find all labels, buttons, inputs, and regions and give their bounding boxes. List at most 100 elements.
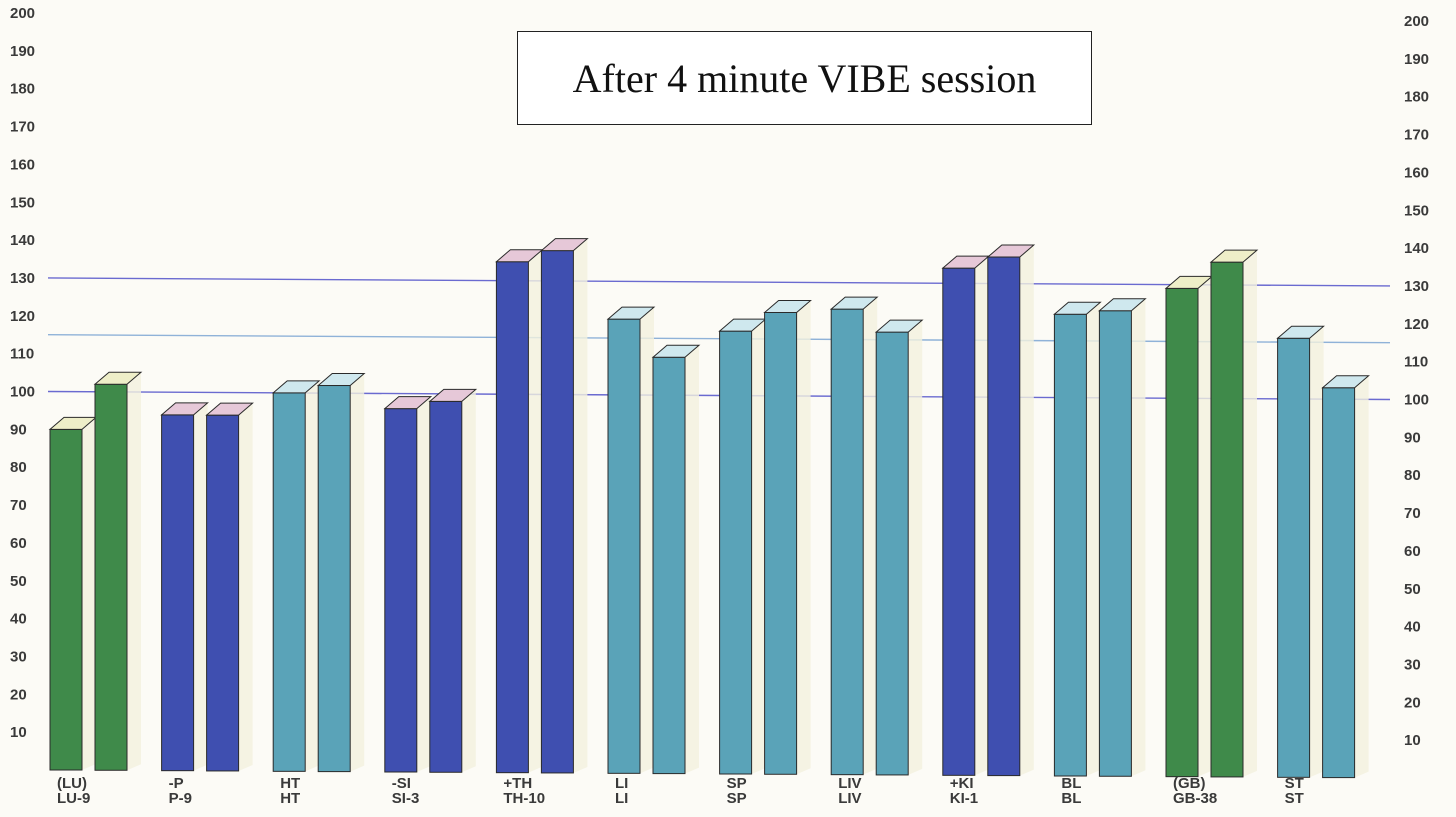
bar-side: [461, 389, 476, 773]
y-tick-label-right: 180: [1404, 89, 1429, 106]
bar: [719, 330, 753, 775]
bar: [1322, 387, 1356, 779]
y-tick-label-left: 40: [10, 611, 27, 628]
bar-top: [1098, 298, 1147, 312]
category-label: HT: [280, 775, 300, 792]
bar-top: [763, 300, 812, 314]
bar: [942, 267, 976, 776]
bar-top: [316, 373, 366, 387]
y-tick-label-right: 40: [1404, 619, 1421, 636]
bar: [94, 383, 128, 771]
bar-side: [528, 249, 543, 773]
bar-side: [751, 319, 766, 775]
y-tick-label-right: 90: [1404, 429, 1421, 446]
y-tick-label-left: 150: [10, 194, 35, 211]
bar-top: [1321, 375, 1370, 389]
category-label: LIV: [838, 790, 861, 807]
category-label: SP: [727, 775, 747, 792]
bar: [272, 392, 306, 772]
bar: [1098, 310, 1132, 777]
bar: [1277, 337, 1311, 778]
bar-side: [685, 345, 699, 774]
bar-side: [193, 402, 208, 771]
bar: [1210, 261, 1244, 778]
category-label: P-9: [169, 790, 192, 807]
y-tick-label-right: 80: [1404, 467, 1421, 484]
y-tick-label-right: 10: [1404, 732, 1421, 749]
category-label: SP: [727, 790, 747, 807]
y-tick-label-left: 80: [10, 459, 27, 476]
y-tick-label-left: 170: [10, 119, 35, 136]
y-tick-label-left: 160: [10, 156, 35, 173]
y-tick-label-left: 10: [10, 724, 27, 741]
bar-side: [1019, 245, 1034, 776]
bar-top: [1209, 249, 1259, 263]
bar: [49, 428, 83, 771]
bar-top: [540, 238, 589, 252]
bar: [875, 331, 909, 776]
bar: [1165, 287, 1199, 778]
bar-side: [1131, 298, 1146, 777]
y-tick-label-left: 60: [10, 535, 27, 552]
y-tick-label-right: 200: [1404, 13, 1429, 30]
y-tick-label-right: 20: [1404, 694, 1421, 711]
category-label: +KI: [950, 775, 974, 792]
y-tick-label-left: 200: [10, 5, 35, 22]
category-label: SI-3: [392, 790, 420, 807]
y-tick-label-right: 50: [1404, 581, 1421, 598]
bar: [1053, 313, 1087, 777]
y-tick-label-right: 190: [1404, 51, 1429, 68]
category-label: LIV: [838, 775, 861, 792]
y-tick-label-left: 110: [10, 346, 34, 363]
category-label: KI-1: [950, 790, 978, 807]
bar-side: [1309, 326, 1324, 778]
bar: [384, 408, 418, 773]
y-tick-label-right: 70: [1404, 505, 1421, 522]
bar-side: [1243, 250, 1257, 777]
bar-side: [573, 238, 588, 773]
bar-side: [640, 307, 654, 774]
category-label: +TH: [503, 775, 532, 792]
chart-title: After 4 minute VIBE session: [517, 31, 1092, 125]
y-tick-label-right: 100: [1404, 392, 1429, 409]
y-tick-label-left: 120: [10, 308, 35, 325]
bar: [495, 261, 529, 774]
category-label: GB-38: [1173, 790, 1217, 807]
y-tick-label-right: 30: [1404, 656, 1421, 673]
bar: [652, 356, 686, 775]
bar-top: [874, 319, 924, 333]
bar-side: [238, 403, 253, 771]
bar-top: [651, 344, 701, 358]
y-tick-label-left: 190: [10, 43, 35, 60]
category-label: (LU): [57, 775, 87, 792]
bar-side: [863, 297, 878, 775]
bar-side: [1198, 276, 1212, 777]
y-tick-label-left: 50: [10, 573, 27, 590]
bar-side: [82, 417, 96, 771]
y-tick-label-right: 150: [1404, 202, 1429, 219]
bar: [540, 250, 574, 774]
category-label: LI: [615, 790, 628, 807]
y-tick-label-right: 160: [1404, 164, 1429, 181]
y-tick-label-left: 90: [10, 421, 27, 438]
y-tick-label-right: 170: [1404, 127, 1429, 144]
bar: [429, 400, 463, 773]
bar-top: [93, 371, 143, 385]
bar-top: [1276, 325, 1325, 339]
bar-top: [829, 296, 879, 310]
y-tick-label-right: 140: [1404, 240, 1429, 257]
category-label: ST: [1285, 775, 1304, 792]
bar-top: [606, 306, 656, 320]
bar: [161, 414, 195, 772]
bar-side: [908, 320, 923, 775]
bar-top: [160, 402, 209, 416]
category-label: BL: [1061, 790, 1081, 807]
category-label: ST: [1285, 790, 1304, 807]
bar-side: [974, 256, 989, 776]
bar: [987, 256, 1021, 777]
bar-side: [350, 373, 365, 772]
category-label: LU-9: [57, 790, 90, 807]
y-tick-label-left: 70: [10, 497, 27, 514]
category-label: -P: [169, 775, 184, 792]
